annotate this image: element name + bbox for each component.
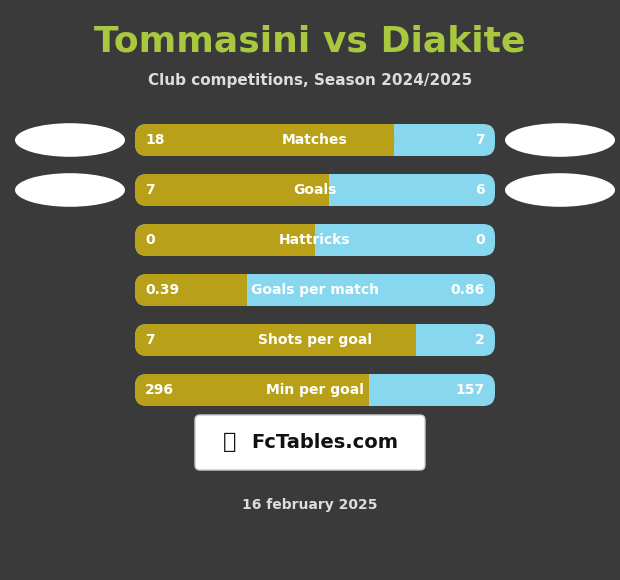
FancyBboxPatch shape (135, 124, 394, 156)
Text: Matches: Matches (282, 133, 348, 147)
Text: Hattricks: Hattricks (279, 233, 351, 247)
Text: 📊: 📊 (223, 433, 237, 452)
Text: 7: 7 (145, 333, 154, 347)
FancyBboxPatch shape (135, 174, 495, 206)
FancyBboxPatch shape (135, 324, 495, 356)
Text: Tommasini vs Diakite: Tommasini vs Diakite (94, 25, 526, 59)
FancyBboxPatch shape (135, 224, 315, 256)
FancyBboxPatch shape (135, 274, 247, 306)
Text: Club competitions, Season 2024/2025: Club competitions, Season 2024/2025 (148, 72, 472, 88)
Text: 6: 6 (476, 183, 485, 197)
Text: FcTables.com: FcTables.com (252, 433, 399, 452)
FancyBboxPatch shape (135, 324, 416, 356)
FancyBboxPatch shape (135, 374, 495, 406)
Text: 2: 2 (476, 333, 485, 347)
Bar (380, 124, 394, 156)
FancyBboxPatch shape (195, 415, 425, 470)
FancyBboxPatch shape (135, 274, 495, 306)
Text: 157: 157 (456, 383, 485, 397)
Text: 0: 0 (476, 233, 485, 247)
Text: 296: 296 (145, 383, 174, 397)
Text: Goals per match: Goals per match (251, 283, 379, 297)
Text: 7: 7 (145, 183, 154, 197)
Text: Min per goal: Min per goal (266, 383, 364, 397)
Text: 18: 18 (145, 133, 164, 147)
Bar (402, 324, 416, 356)
Text: Goals: Goals (293, 183, 337, 197)
Text: 0: 0 (145, 233, 154, 247)
Bar (232, 274, 247, 306)
Text: Shots per goal: Shots per goal (258, 333, 372, 347)
FancyBboxPatch shape (135, 224, 495, 256)
Ellipse shape (15, 123, 125, 157)
Text: 7: 7 (476, 133, 485, 147)
Bar (355, 374, 369, 406)
Text: 0.39: 0.39 (145, 283, 179, 297)
Ellipse shape (505, 173, 615, 207)
FancyBboxPatch shape (135, 174, 329, 206)
Ellipse shape (15, 173, 125, 207)
Text: 16 february 2025: 16 february 2025 (242, 498, 378, 512)
Bar (301, 224, 315, 256)
FancyBboxPatch shape (135, 374, 369, 406)
Ellipse shape (505, 123, 615, 157)
Text: 0.86: 0.86 (451, 283, 485, 297)
Bar (316, 174, 329, 206)
FancyBboxPatch shape (135, 124, 495, 156)
